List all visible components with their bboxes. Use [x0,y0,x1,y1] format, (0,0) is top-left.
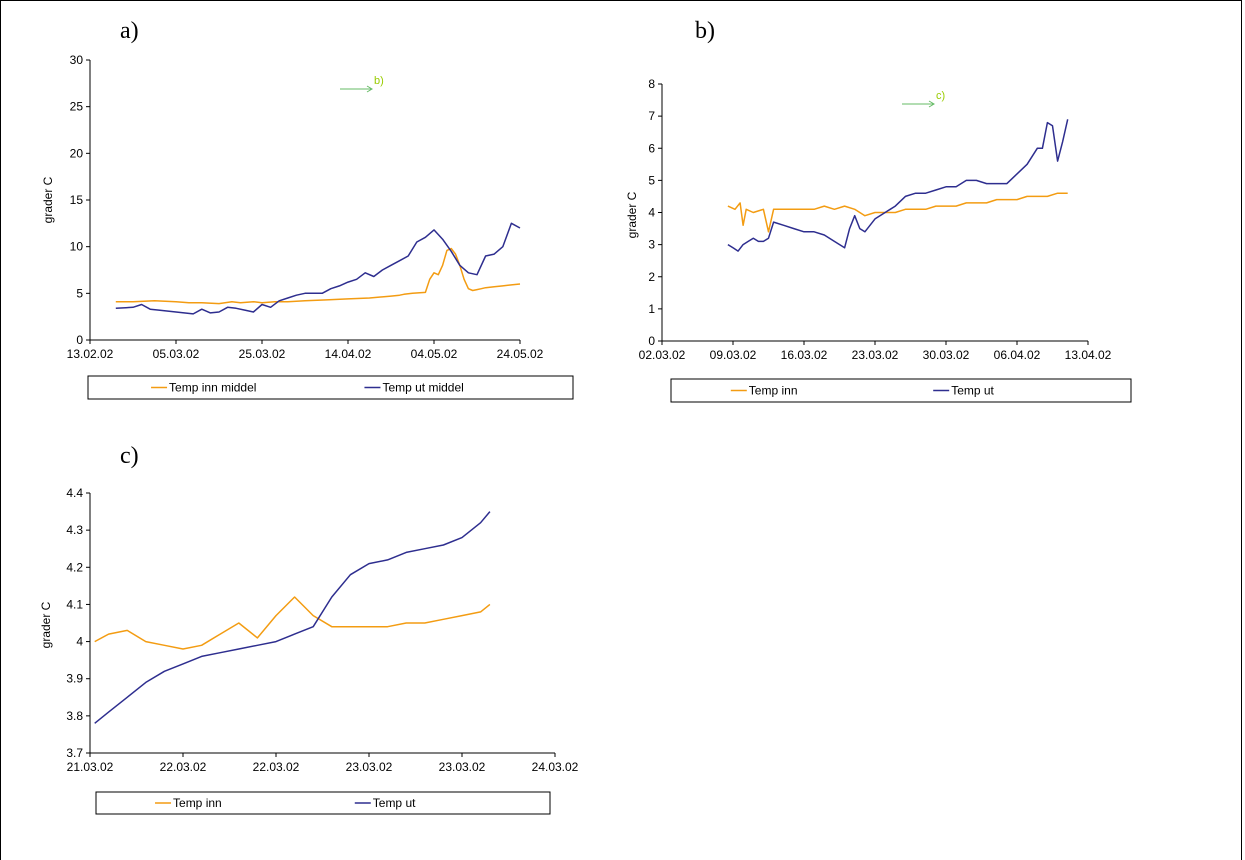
x-tick-label: 25.03.02 [239,347,286,361]
arrow-head-icon [928,100,935,108]
series-line-inn [94,596,491,650]
legend-entry: Temp inn [173,796,222,810]
x-tick-label: 16.03.02 [781,348,828,362]
x-tick-label: 04.05.02 [411,347,458,361]
chart-b: b) 0 1 2 3 4 5 6 7 8 02.03.02 09.03.02 16.03.02 23.03… [625,18,1132,403]
y-tick-label: 20 [70,146,84,160]
x-tick-label: 24.03.02 [532,760,579,774]
x-tick-label: 30.03.02 [923,348,970,362]
y-tick-label: 30 [70,53,84,67]
y-tick-label: 4.4 [66,486,83,500]
y-axis-label: grader C [625,191,639,238]
x-tick-label: 22.03.02 [160,760,207,774]
arrow-head-icon [366,85,373,93]
x-tick-label: 21.03.02 [67,760,114,774]
x-tick-label: 24.05.02 [497,347,544,361]
y-tick-label: 4.1 [66,597,83,611]
legend-box [87,375,574,400]
annotation-label: b) [374,75,384,87]
legend-box [670,378,1132,403]
x-tick-label: 23.03.02 [346,760,393,774]
y-tick-label: 0 [648,334,655,348]
y-tick-label: 3.9 [66,672,83,686]
legend-entry: Temp ut [951,384,994,398]
series-line-inn [115,247,521,305]
legend-entry: Temp ut middel [382,381,463,395]
y-axis-label: grader C [41,176,55,223]
y-tick-label: 5 [648,173,655,187]
legend-box [95,791,551,815]
x-tick-label: 06.04.02 [994,348,1041,362]
legend-entry: Temp inn [749,384,798,398]
y-tick-label: 8 [648,77,655,91]
legend-entry: Temp inn middel [169,381,256,395]
y-tick-label: 4.3 [66,523,83,537]
x-tick-label: 05.03.02 [153,347,200,361]
x-tick-label: 13.04.02 [1065,348,1112,362]
y-tick-label: 25 [70,100,84,114]
annotation-label: c) [936,90,945,102]
series-line-ut [115,222,521,315]
y-tick-label: 7 [648,109,655,123]
panel-label: a) [120,18,139,44]
y-tick-label: 2 [648,270,655,284]
x-tick-label: 02.03.02 [639,348,686,362]
legend-entry: Temp ut [373,796,416,810]
y-tick-label: 3.8 [66,709,83,723]
x-tick-label: 14.04.02 [325,347,372,361]
chart-a: a) 0 5 10 15 20 25 30 13.02.02 05.03.02 25.03.02 14… [41,18,574,400]
series-line-inn [727,192,1068,233]
y-axis-label: grader C [39,601,53,648]
y-tick-label: 4.2 [66,560,83,574]
y-tick-label: 5 [76,286,83,300]
chart-c: c) 3.7 3.8 3.9 4 4.1 4.2 4.3 4.4 21.03.02 22.03.02… [39,443,579,815]
y-tick-label: 0 [76,333,83,347]
series-line-ut [727,119,1069,252]
x-tick-label: 09.03.02 [710,348,757,362]
y-tick-label: 1 [648,302,655,316]
x-tick-label: 23.03.02 [439,760,486,774]
y-tick-label: 15 [70,193,84,207]
x-tick-label: 23.03.02 [852,348,899,362]
y-tick-label: 4 [648,206,655,220]
y-tick-label: 3.7 [66,746,83,760]
series-line-ut [94,511,491,724]
y-tick-label: 6 [648,141,655,155]
panel-label: b) [695,18,715,44]
panel-label: c) [120,443,139,469]
x-tick-label: 22.03.02 [253,760,300,774]
y-tick-label: 10 [70,240,84,254]
y-tick-label: 4 [76,635,83,649]
y-tick-label: 3 [648,238,655,252]
x-tick-label: 13.02.02 [67,347,114,361]
